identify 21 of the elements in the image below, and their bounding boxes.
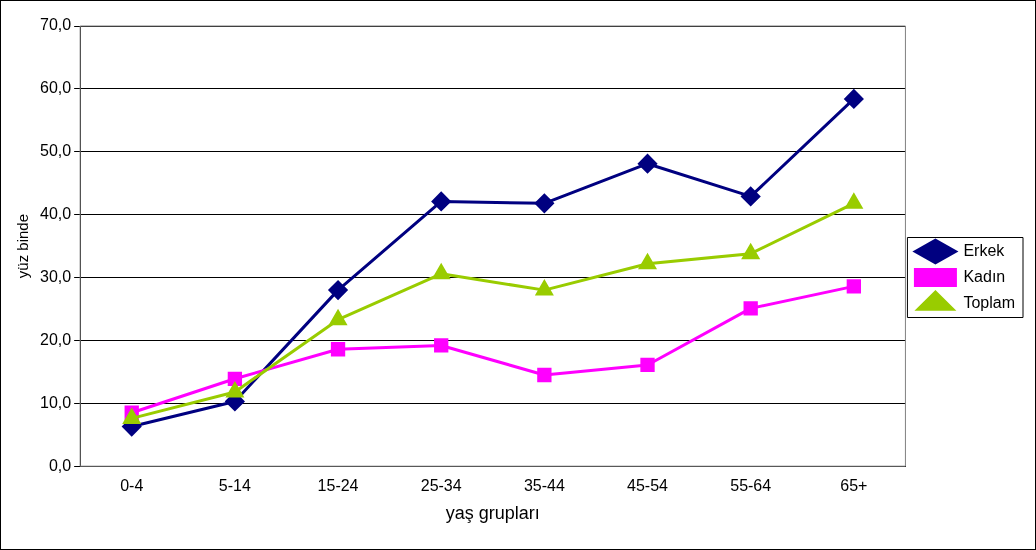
x-tick-label: 5-14 xyxy=(218,477,251,495)
y-tick-label: 30,0 xyxy=(40,267,72,285)
y-tick-label: 10,0 xyxy=(40,393,72,411)
x-tick-label: 55-64 xyxy=(730,477,772,495)
y-tick-label: 20,0 xyxy=(40,330,72,348)
y-tick-label: 50,0 xyxy=(40,142,72,160)
y-tick-label: 70,0 xyxy=(40,16,72,34)
y-axis-title: yüz binde xyxy=(14,213,32,279)
y-tick-label: 60,0 xyxy=(40,79,72,97)
x-tick-label: 0-4 xyxy=(120,477,144,495)
x-tick-label: 45-54 xyxy=(627,477,669,495)
x-tick-label: 65+ xyxy=(840,477,868,495)
legend-label: Kadın xyxy=(963,267,1006,285)
y-tick-label: 40,0 xyxy=(40,205,72,223)
legend-label: Toplam xyxy=(963,293,1015,311)
y-tick-label: 0,0 xyxy=(48,456,72,474)
x-tick-label: 15-24 xyxy=(317,477,359,495)
legend-label: Erkek xyxy=(963,241,1006,259)
x-axis-title: yaş grupları xyxy=(445,503,540,524)
x-tick-label: 25-34 xyxy=(420,477,462,495)
x-tick-label: 35-44 xyxy=(523,477,565,495)
